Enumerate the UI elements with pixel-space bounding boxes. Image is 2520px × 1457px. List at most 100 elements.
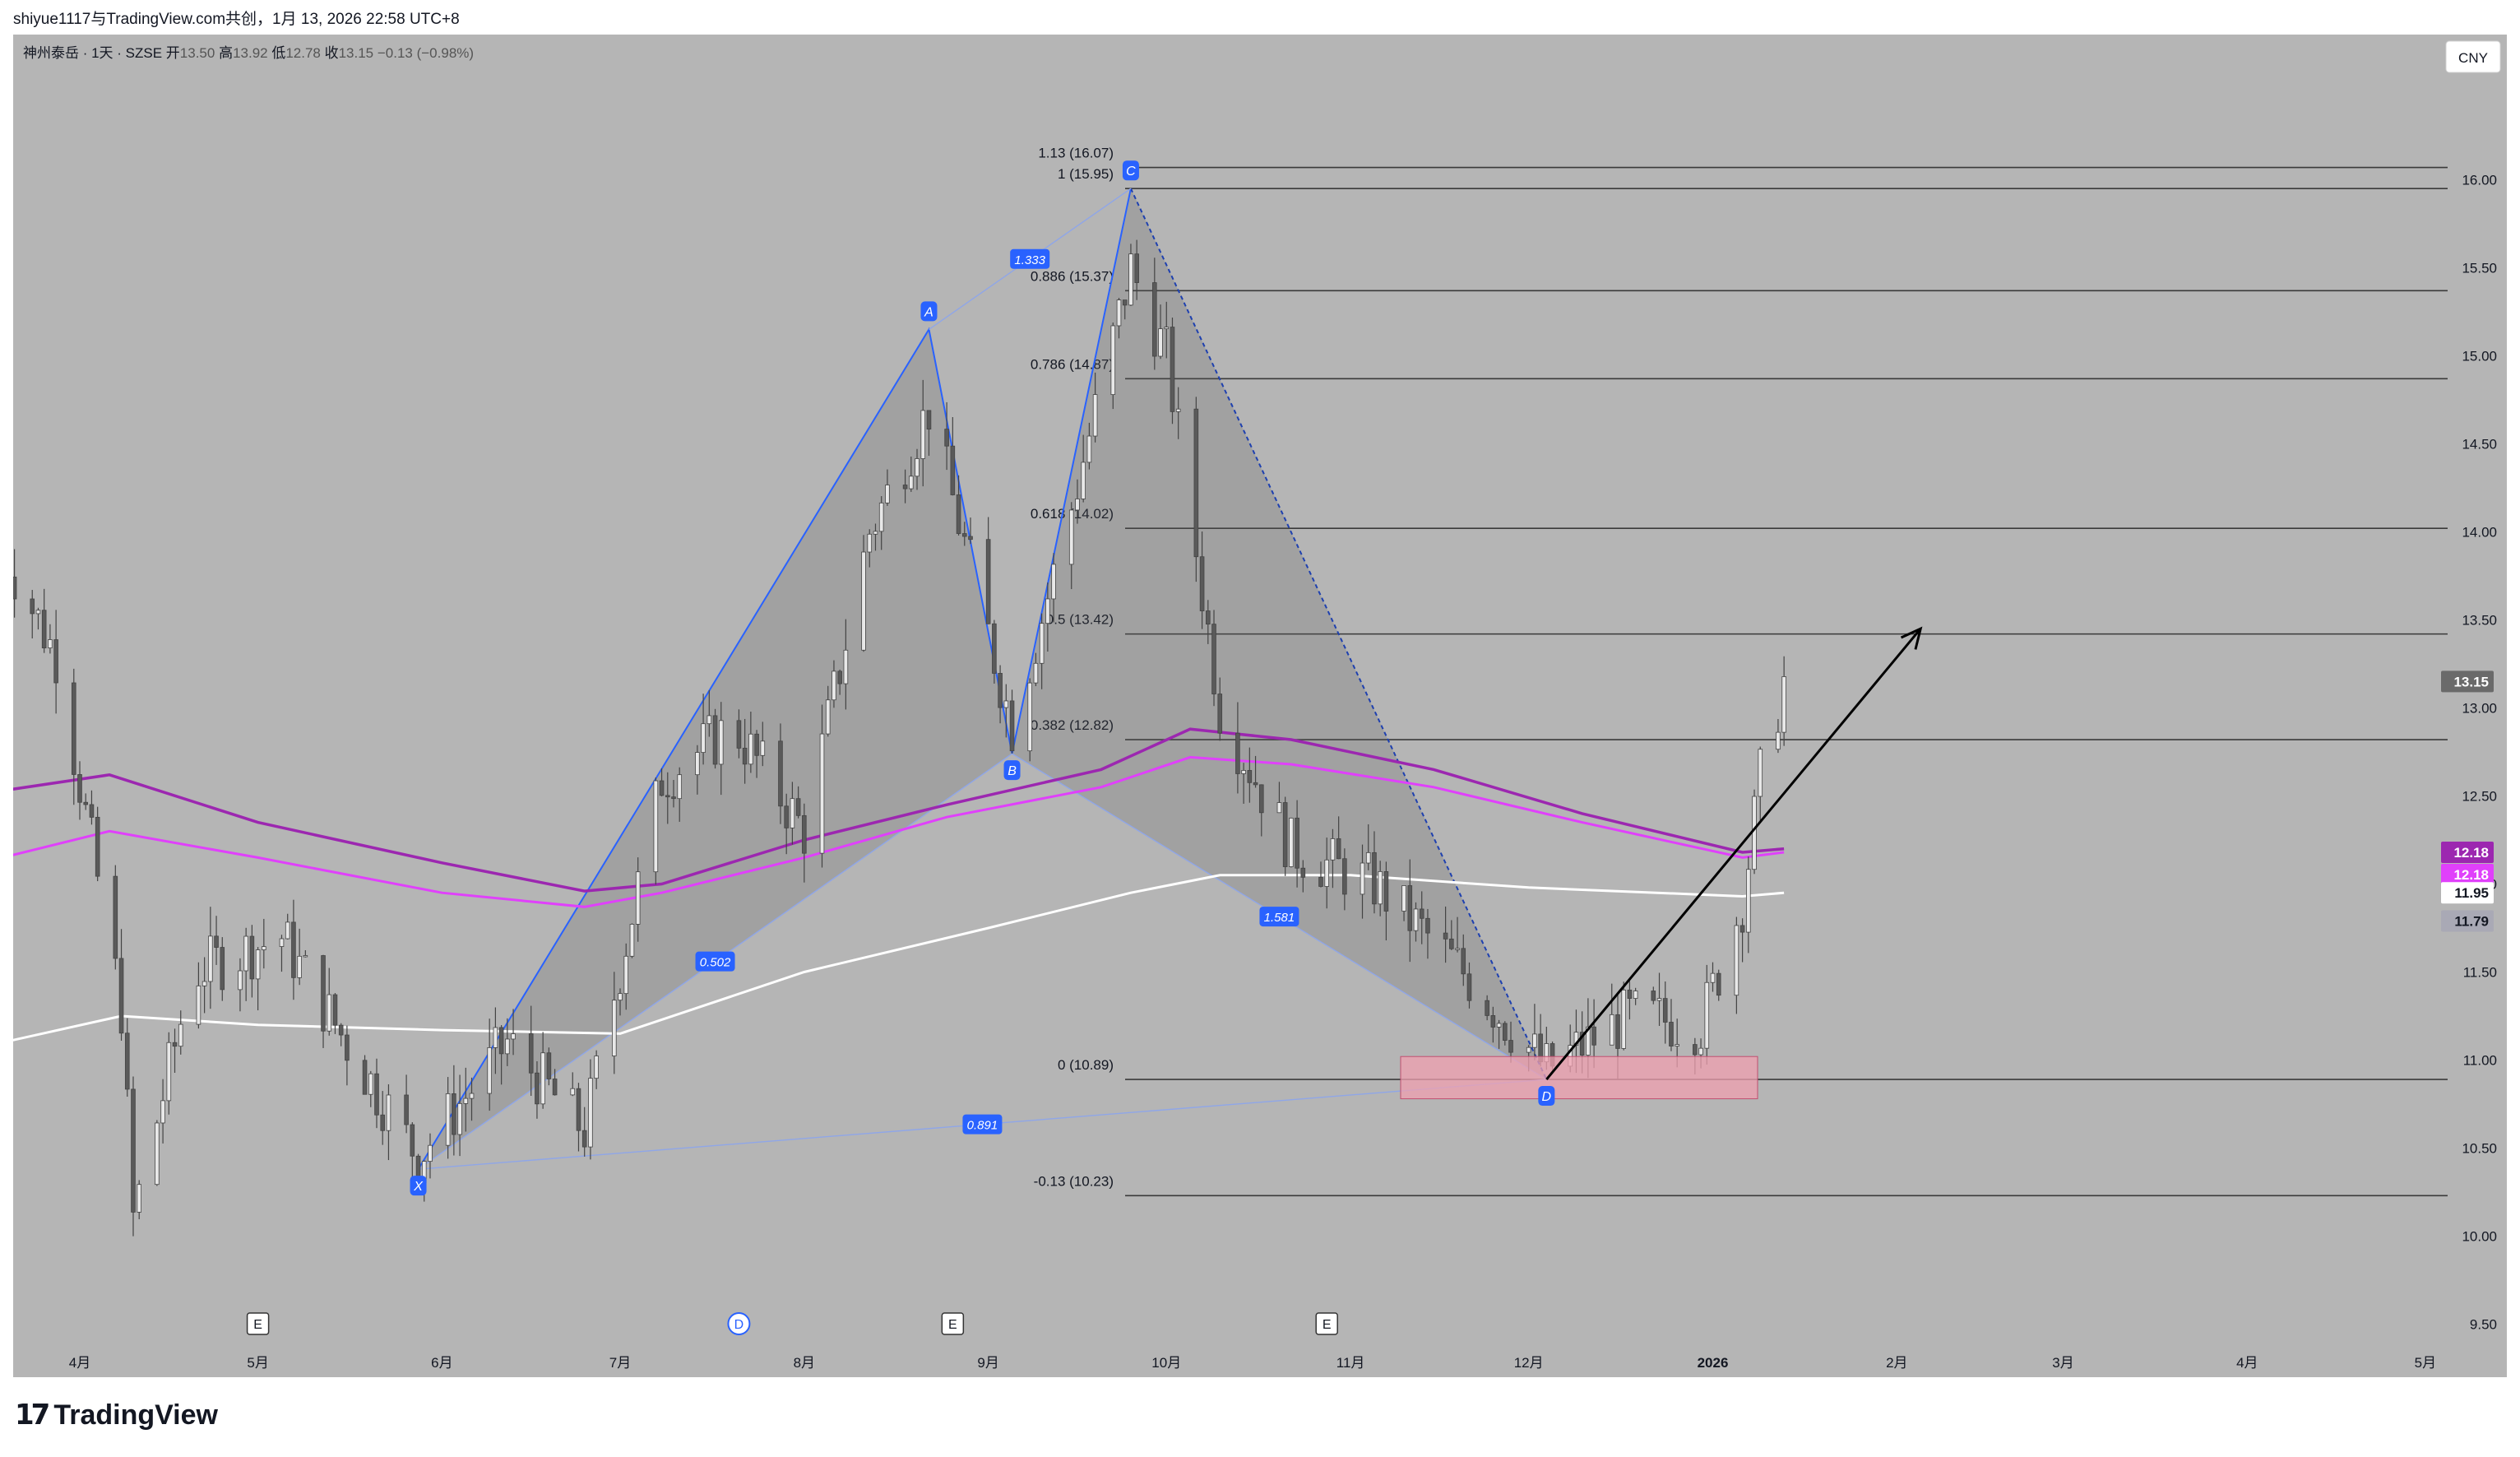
candle-up	[1365, 851, 1371, 864]
candle-down	[985, 539, 991, 624]
candle-up	[243, 935, 248, 972]
candle-down	[784, 805, 789, 828]
candle-down	[1009, 700, 1015, 752]
candle-up	[1039, 623, 1045, 664]
candle-up	[255, 949, 261, 980]
candle-up	[635, 871, 641, 925]
candle-down	[1662, 998, 1668, 1023]
fib-level-label: 0.5 (13.42)	[1046, 612, 1114, 628]
ratio-label: 0.502	[700, 956, 731, 970]
price-chart[interactable]: 1.13 (16.07)1 (15.95)0.886 (15.37)0.786 …	[13, 35, 2507, 1377]
candle-down	[1449, 938, 1454, 949]
candle-down	[1579, 1032, 1585, 1056]
candle-up	[1027, 682, 1033, 752]
candle-down	[1372, 851, 1377, 905]
candle-up	[178, 1023, 183, 1047]
candle-down	[902, 485, 908, 490]
candle-down	[13, 576, 17, 600]
candle-up	[706, 715, 712, 725]
candle-up	[1330, 838, 1336, 861]
candle-up	[35, 610, 41, 615]
candle-down	[362, 1060, 368, 1095]
tradingview-logo[interactable]: 𝟭𝟳 TradingView	[15, 1399, 218, 1431]
candle-down	[498, 1027, 504, 1055]
candle-down	[837, 670, 842, 684]
candle-down	[1443, 932, 1448, 940]
candle-down	[581, 1130, 587, 1148]
candle-down	[1211, 624, 1216, 694]
candle-down	[220, 947, 225, 991]
candle-down	[1407, 885, 1413, 931]
y-tick-label: 13.00	[2462, 701, 2497, 717]
candle-down	[992, 623, 997, 674]
candle-up	[1734, 925, 1739, 996]
candle-up	[445, 1093, 451, 1146]
x-tick-label: 4月	[2236, 1355, 2258, 1371]
price-badge-label: 11.79	[2454, 913, 2489, 929]
candle-down	[1295, 817, 1299, 869]
x-tick-label: 3月	[2052, 1355, 2073, 1371]
tradingview-logo-icon: 𝟭𝟳	[15, 1399, 50, 1431]
fib-level-label: 1 (15.95)	[1058, 166, 1114, 182]
price-badge	[2441, 670, 2494, 693]
logo-text: TradingView	[53, 1399, 218, 1431]
candle-up	[303, 955, 308, 958]
candle-down	[1217, 694, 1223, 734]
currency-button[interactable]	[2445, 40, 2501, 73]
candle-up	[327, 994, 332, 1032]
fib-level-label: 0.382 (12.82)	[1031, 717, 1114, 733]
candle-down	[172, 1042, 178, 1047]
candle-up	[368, 1073, 373, 1095]
candle-up	[511, 1033, 516, 1040]
y-tick-label: 11.50	[2463, 965, 2497, 981]
candle-up	[701, 723, 706, 753]
candle-up	[909, 476, 914, 490]
price-zone-box	[1400, 1056, 1758, 1100]
candle-down	[712, 715, 718, 765]
x-tick-label: 2月	[1886, 1355, 1907, 1371]
candle-up	[618, 993, 623, 1001]
candle-up	[1496, 1023, 1502, 1028]
candle-up	[493, 1027, 498, 1048]
candle-up	[1092, 394, 1098, 437]
candle-up	[920, 410, 926, 459]
candle-up	[748, 733, 753, 765]
ma-line-white	[13, 874, 1785, 1042]
candle-down	[1253, 782, 1258, 786]
candle-down	[1503, 1023, 1508, 1041]
candle-down	[95, 816, 100, 877]
candle-up	[137, 1184, 142, 1213]
candle-down	[1258, 784, 1264, 814]
candle-up	[1086, 435, 1092, 463]
candle-down	[30, 598, 35, 615]
candle-up	[760, 740, 766, 756]
pivot-label: D	[1542, 1090, 1552, 1104]
candle-up	[505, 1038, 510, 1055]
candle-down	[345, 1034, 350, 1061]
candle-down	[1235, 732, 1240, 774]
candle-up	[279, 938, 285, 947]
candle-up	[1360, 862, 1365, 895]
candle-down	[1508, 1040, 1513, 1053]
candle-up	[1128, 253, 1133, 306]
candle-up	[463, 1097, 469, 1104]
price-badge-label: 13.15	[2453, 674, 2489, 689]
candle-up	[1746, 869, 1751, 933]
candle-down	[1152, 282, 1157, 357]
symbol-info: 神州泰岳 · 1天 · SZSE 开13.50 高13.92 低12.78 收1…	[23, 45, 474, 61]
candle-down	[1591, 1026, 1596, 1046]
chart-area[interactable]: 1.13 (16.07) 1 (15.95) 0.886 (15.37) 0.786 …	[13, 35, 2507, 1377]
x-tick-label: 12月	[1514, 1355, 1544, 1371]
candle-up	[1710, 972, 1716, 983]
candle-up	[1045, 598, 1050, 624]
candle-up	[1656, 998, 1662, 1001]
candle-up	[1401, 885, 1406, 912]
candle-down	[576, 1088, 581, 1131]
ratio-label: 0.891	[967, 1119, 998, 1133]
ratio-badge	[962, 1114, 1003, 1135]
price-badge	[2441, 882, 2494, 904]
candle-down	[41, 610, 47, 649]
candle-up	[1532, 1033, 1537, 1048]
candle-up	[629, 924, 635, 957]
candle-up	[885, 485, 890, 503]
